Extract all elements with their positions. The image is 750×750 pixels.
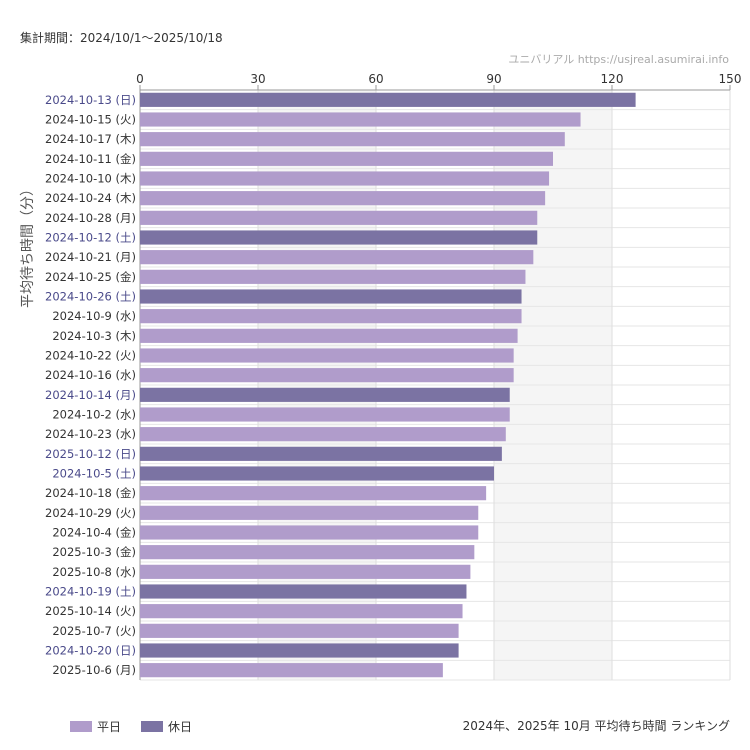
- y-category-label: 2024-10-3 (木): [52, 329, 136, 343]
- bar: [140, 643, 459, 658]
- y-category-label: 2025-10-3 (金): [52, 545, 136, 559]
- bar: [140, 112, 581, 127]
- legend-weekday[interactable]: 平日: [70, 718, 121, 735]
- bar: [140, 446, 502, 461]
- y-category-label: 2024-10-20 (日): [45, 644, 136, 658]
- y-axis-title: 平均待ち時間（分）: [20, 182, 36, 308]
- bar: [140, 210, 538, 225]
- y-category-label: 2024-10-29 (火): [45, 506, 136, 520]
- chart-legend: 平日 休日: [70, 718, 192, 735]
- bar: [140, 151, 553, 166]
- y-category-label: 2024-10-28 (月): [45, 211, 136, 225]
- legend-holiday-label: 休日: [168, 720, 193, 734]
- y-category-label: 2024-10-22 (火): [45, 349, 136, 363]
- bar: [140, 525, 479, 540]
- x-tick-label: 60: [368, 72, 383, 86]
- chart-caption: 2024年、2025年 10月 平均待ち時間 ランキング: [462, 719, 730, 733]
- bar: [140, 427, 506, 442]
- y-category-label: 2025-10-12 (日): [45, 447, 136, 461]
- y-category-label: 2024-10-5 (土): [52, 467, 136, 481]
- bar: [140, 309, 522, 324]
- bar: [140, 407, 510, 422]
- bar: [140, 604, 463, 619]
- x-tick-label: 30: [250, 72, 265, 86]
- y-category-label: 2024-10-9 (水): [52, 309, 136, 323]
- y-category-label: 2024-10-24 (木): [45, 191, 136, 205]
- bar: [140, 348, 514, 363]
- y-category-label: 2024-10-18 (金): [45, 486, 136, 500]
- y-category-label: 2024-10-25 (金): [45, 270, 136, 284]
- y-category-label: 2024-10-21 (月): [45, 250, 136, 264]
- y-category-label: 2024-10-13 (日): [45, 93, 136, 107]
- bar: [140, 250, 534, 265]
- bar: [140, 289, 522, 304]
- bar: [140, 368, 514, 383]
- bar: [140, 171, 550, 186]
- y-category-label: 2024-10-17 (木): [45, 132, 136, 146]
- bar: [140, 387, 510, 402]
- y-category-label: 2024-10-2 (水): [52, 408, 136, 422]
- bar: [140, 564, 471, 579]
- legend-weekday-swatch: [70, 721, 92, 732]
- x-tick-label: 120: [601, 72, 624, 86]
- y-category-label: 2024-10-12 (土): [45, 231, 136, 245]
- bar: [140, 486, 487, 501]
- legend-holiday-swatch: [141, 721, 164, 732]
- bar: [140, 505, 479, 520]
- source-credit: ユニバリアル https://usjreal.asumirai.info: [508, 53, 729, 66]
- y-category-label: 2025-10-6 (月): [52, 663, 136, 677]
- y-category-label: 2024-10-11 (金): [45, 152, 136, 166]
- bar: [140, 132, 565, 147]
- x-tick-label: 90: [486, 72, 501, 86]
- x-tick-label: 0: [136, 72, 144, 86]
- y-category-label: 2024-10-19 (土): [45, 585, 136, 599]
- y-category-label: 2024-10-26 (土): [45, 290, 136, 304]
- y-category-label: 2024-10-10 (木): [45, 172, 136, 186]
- bar: [140, 269, 526, 284]
- bar: [140, 663, 443, 678]
- legend-holiday[interactable]: 休日: [141, 718, 192, 735]
- bar: [140, 191, 546, 206]
- y-category-label: 2024-10-4 (金): [52, 526, 136, 540]
- y-category-label: 2025-10-8 (水): [52, 565, 136, 579]
- bar: [140, 623, 459, 638]
- aggregation-period: 集計期間：2024/10/1〜2025/10/18: [20, 31, 223, 45]
- legend-weekday-label: 平日: [97, 720, 122, 734]
- y-category-label: 2025-10-7 (火): [52, 624, 136, 638]
- y-category-label: 2024-10-15 (火): [45, 113, 136, 127]
- y-category-label: 2024-10-16 (水): [45, 368, 136, 382]
- bar: [140, 230, 538, 245]
- y-category-label: 2025-10-14 (火): [45, 604, 136, 618]
- bar: [140, 466, 494, 481]
- bar: [140, 545, 475, 560]
- bar: [140, 328, 518, 343]
- x-tick-label: 150: [719, 72, 742, 86]
- bar: [140, 92, 636, 107]
- y-category-label: 2024-10-23 (水): [45, 427, 136, 441]
- y-category-label: 2024-10-14 (月): [45, 388, 136, 402]
- bar: [140, 584, 467, 599]
